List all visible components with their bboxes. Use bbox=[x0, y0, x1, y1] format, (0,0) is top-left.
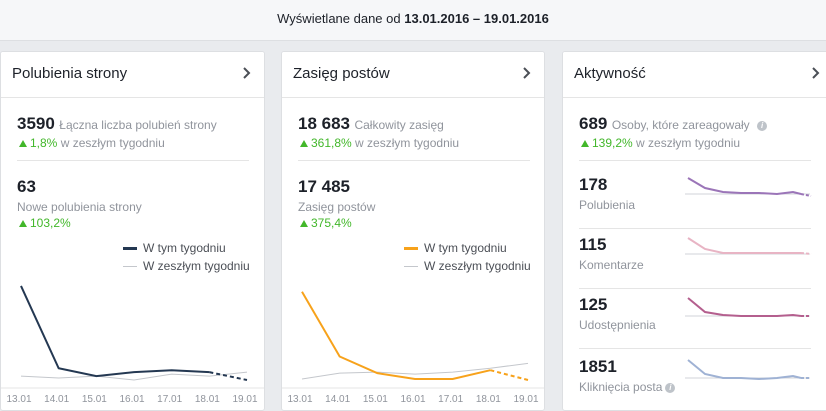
legend-last-week: W zeszłym tygodniu bbox=[424, 259, 531, 273]
legend-swatch-last-week bbox=[404, 265, 418, 267]
page-likes-card-header[interactable]: Polubienia strony bbox=[1, 52, 264, 98]
post-reach-title: Zasięg postów bbox=[293, 65, 390, 82]
legend-this-week: W tym tygodniu bbox=[424, 241, 507, 255]
engaged-people-value: 689 bbox=[579, 114, 608, 133]
post-reach-card: Zasięg postów 18 683 Całkowity zasięg 36… bbox=[281, 51, 545, 411]
divider bbox=[298, 160, 530, 161]
divider bbox=[579, 288, 811, 289]
total-reach-change: 361,8% w zeszłym tygodniu bbox=[300, 136, 459, 150]
post-reach-change: 375,4% bbox=[300, 216, 352, 230]
total-reach-stat: 18 683 Całkowity zasięg bbox=[298, 114, 444, 134]
x-tick-label: 13.01 bbox=[6, 394, 31, 404]
legend-last-week: W zeszłym tygodniu bbox=[143, 259, 250, 273]
series-line bbox=[20, 371, 248, 381]
up-arrow-icon bbox=[300, 220, 308, 227]
legend-swatch-this-week bbox=[404, 246, 418, 250]
new-likes-change: 103,2% bbox=[19, 216, 71, 230]
comments-label: Komentarze bbox=[579, 258, 644, 272]
reactions-sparkline bbox=[685, 177, 812, 197]
engagement-row-shares: 125 Udostępnienia bbox=[563, 292, 825, 352]
series-line-projected bbox=[209, 371, 248, 381]
post-clicks-sparkline bbox=[685, 359, 811, 381]
total-reach-value: 18 683 bbox=[298, 114, 350, 133]
legend-this-week: W tym tygodniu bbox=[143, 241, 226, 255]
post-clicks-label-wrap: Kliknięcia posta i bbox=[579, 380, 676, 394]
x-tick-label: 15.01 bbox=[363, 394, 388, 404]
x-tick-label: 19.01 bbox=[513, 394, 538, 404]
chevron-right-icon[interactable] bbox=[520, 66, 534, 80]
reactions-value: 178 bbox=[579, 175, 608, 194]
engaged-people-label: Osoby, które zareagowały bbox=[611, 118, 750, 132]
post-reach-card-header[interactable]: Zasięg postów bbox=[282, 52, 544, 98]
divider bbox=[579, 160, 811, 161]
chevron-right-icon[interactable] bbox=[240, 66, 254, 80]
post-clicks-label: Kliknięcia posta bbox=[579, 380, 663, 394]
x-tick-label: 17.01 bbox=[157, 394, 182, 404]
x-tick-label: 14.01 bbox=[325, 394, 350, 404]
engaged-people-stat: 689 Osoby, które zareagowały i bbox=[579, 114, 768, 134]
engagement-row-comments: 115 Komentarze bbox=[563, 232, 825, 292]
reach-chart-legend: W tym tygodniu W zeszłym tygodniu bbox=[404, 239, 531, 275]
legend-swatch-last-week bbox=[123, 265, 137, 267]
x-tick-label: 13.01 bbox=[287, 394, 312, 404]
up-arrow-icon bbox=[19, 220, 27, 227]
engagement-row-post-clicks: 1851 Kliknięcia posta i bbox=[563, 352, 825, 410]
x-tick-label: 14.01 bbox=[44, 394, 69, 404]
x-tick-label: 15.01 bbox=[82, 394, 107, 404]
page-likes-chart: 13.01 14.01 15.01 16.01 17.01 18.01 19.01 bbox=[1, 285, 264, 404]
page-likes-card: Polubienia strony 3590 Łączna liczba pol… bbox=[0, 51, 265, 411]
reactions-label: Polubienia bbox=[579, 198, 636, 212]
shares-value: 125 bbox=[579, 295, 608, 314]
chevron-right-icon[interactable] bbox=[809, 66, 823, 80]
shares-sparkline bbox=[685, 297, 811, 317]
post-reach-label: Zasięg postów bbox=[298, 200, 376, 214]
engagement-card: Aktywność 689 Osoby, które zareagowały i… bbox=[562, 51, 826, 411]
post-reach-value: 17 485 bbox=[298, 177, 350, 196]
x-tick-label: 19.01 bbox=[232, 394, 257, 404]
shares-label: Udostępnienia bbox=[579, 318, 656, 332]
x-tick-label: 18.01 bbox=[476, 394, 501, 404]
info-icon[interactable]: i bbox=[757, 121, 768, 131]
engagement-title: Aktywność bbox=[574, 65, 646, 82]
series-line bbox=[301, 291, 491, 381]
x-tick-label: 16.01 bbox=[400, 394, 425, 404]
divider bbox=[579, 348, 811, 349]
engaged-people-change: 139,2% w zeszłym tygodniu bbox=[581, 136, 740, 150]
likes-chart-legend: W tym tygodniu W zeszłym tygodniu bbox=[123, 239, 250, 275]
legend-swatch-this-week bbox=[123, 246, 137, 250]
date-range-bar: Wyświetlane dane od 13.01.2016 – 19.01.2… bbox=[0, 0, 826, 41]
series-line bbox=[20, 285, 210, 378]
new-likes-value: 63 bbox=[17, 177, 36, 196]
total-likes-label: Łączna liczba polubień strony bbox=[59, 118, 217, 132]
divider bbox=[579, 228, 811, 229]
up-arrow-icon bbox=[581, 140, 589, 147]
total-likes-stat: 3590 Łączna liczba polubień strony bbox=[17, 114, 217, 134]
divider bbox=[17, 160, 249, 161]
x-tick-label: 16.01 bbox=[119, 394, 144, 404]
total-likes-change: 1,8% w zeszłym tygodniu bbox=[19, 136, 165, 150]
x-tick-label: 18.01 bbox=[195, 394, 220, 404]
comments-value: 115 bbox=[579, 235, 607, 254]
page-likes-title: Polubienia strony bbox=[12, 65, 128, 82]
date-range-value: 13.01.2016 – 19.01.2016 bbox=[404, 11, 549, 26]
total-likes-value: 3590 bbox=[17, 114, 55, 133]
up-arrow-icon bbox=[300, 140, 308, 147]
info-icon[interactable]: i bbox=[665, 383, 676, 393]
x-tick-label: 17.01 bbox=[438, 394, 463, 404]
comments-sparkline bbox=[685, 237, 812, 255]
post-reach-chart: 13.01 14.01 15.01 16.01 17.01 18.01 19.01 bbox=[282, 291, 544, 404]
engagement-card-header[interactable]: Aktywność bbox=[563, 52, 826, 98]
date-range-prefix: Wyświetlane dane od bbox=[277, 11, 401, 26]
new-likes-label: Nowe polubienia strony bbox=[17, 200, 142, 214]
post-clicks-value: 1851 bbox=[579, 357, 617, 376]
series-line-projected bbox=[490, 369, 529, 381]
total-reach-label: Całkowity zasięg bbox=[354, 118, 444, 132]
series-line bbox=[301, 362, 529, 380]
up-arrow-icon bbox=[19, 140, 27, 147]
engagement-row-reactions: 178 Polubienia bbox=[563, 172, 825, 232]
